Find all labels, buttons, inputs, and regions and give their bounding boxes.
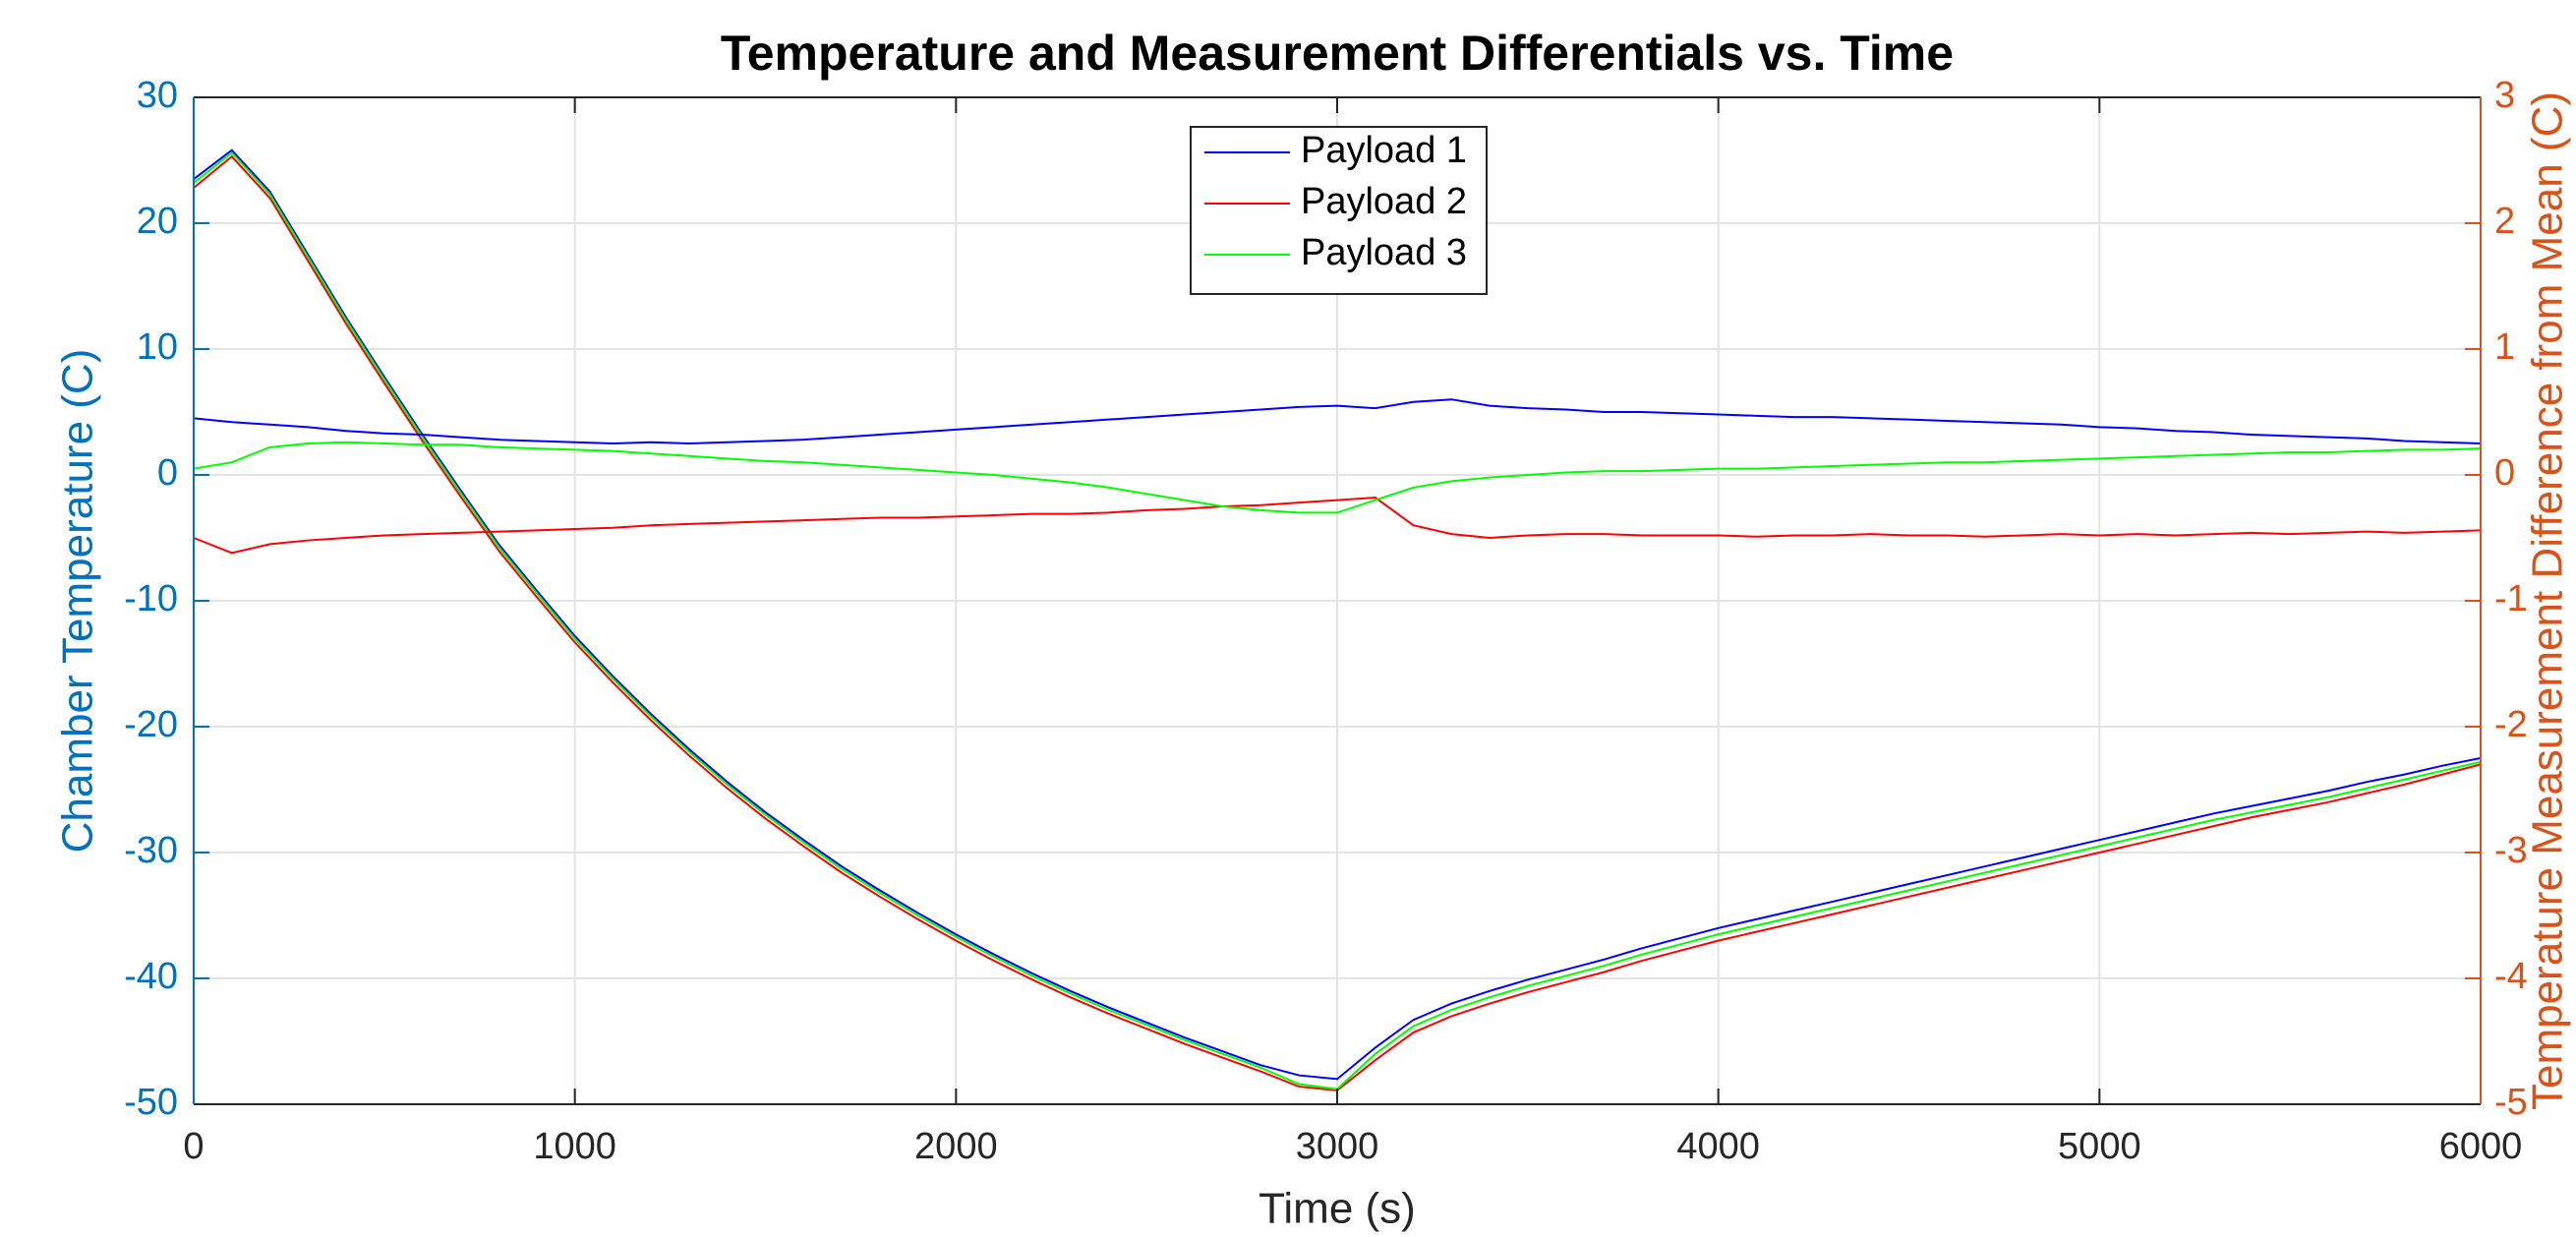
x-axis-label: Time (s) bbox=[1259, 1185, 1416, 1233]
x-tick-label: 3000 bbox=[1296, 1126, 1379, 1167]
legend-label: Payload 3 bbox=[1301, 232, 1467, 273]
y-tick-label: -40 bbox=[124, 956, 178, 997]
y-tick-label: -20 bbox=[124, 704, 178, 745]
x-tick-label: 2000 bbox=[914, 1126, 998, 1167]
x-tick-label: 0 bbox=[183, 1126, 204, 1167]
y2-tick-label: 1 bbox=[2494, 326, 2515, 368]
y2-tick-label: -1 bbox=[2494, 578, 2528, 619]
series-line bbox=[193, 497, 2482, 555]
y2-tick-label: 2 bbox=[2494, 201, 2515, 242]
y-tick-label: -30 bbox=[124, 830, 178, 871]
x-tick-label: 1000 bbox=[533, 1126, 616, 1167]
y2-tick-label: -3 bbox=[2494, 830, 2528, 871]
y-tick-label: -10 bbox=[124, 578, 178, 619]
legend-label: Payload 1 bbox=[1301, 130, 1467, 171]
y2-tick-label: 3 bbox=[2494, 75, 2515, 116]
chart-title: Temperature and Measurement Differential… bbox=[721, 26, 1954, 81]
y2-axis-label: Temperature Measurement Difference from … bbox=[2524, 91, 2572, 1110]
series-line bbox=[193, 441, 2482, 514]
legend-box bbox=[1190, 126, 1488, 295]
series-line bbox=[193, 148, 2482, 1081]
y-tick-label: -50 bbox=[124, 1082, 178, 1123]
legend-label: Payload 2 bbox=[1301, 181, 1467, 222]
y2-tick-label: -4 bbox=[2494, 956, 2528, 997]
legend: Payload 1 Payload 2 Payload 3 bbox=[1190, 126, 1488, 295]
y-tick-label: 0 bbox=[157, 452, 178, 494]
y2-tick-label: -2 bbox=[2494, 704, 2528, 745]
y-tick-label: 30 bbox=[137, 75, 178, 116]
x-tick-label: 5000 bbox=[2058, 1126, 2141, 1167]
y-tick-label: 20 bbox=[137, 201, 178, 242]
y2-tick-label: -5 bbox=[2494, 1082, 2528, 1123]
y-axis-label: Chamber Temperature (C) bbox=[54, 349, 102, 854]
y-tick-label: 10 bbox=[137, 326, 178, 368]
series-line bbox=[193, 398, 2482, 445]
axes: 0 1000 2000 3000 4000 5000 6000-50-40-30-20-10… bbox=[124, 75, 2528, 1167]
x-tick-label: 4000 bbox=[1676, 1126, 1760, 1167]
y2-tick-label: 0 bbox=[2494, 452, 2515, 494]
x-tick-label: 6000 bbox=[2439, 1126, 2523, 1167]
